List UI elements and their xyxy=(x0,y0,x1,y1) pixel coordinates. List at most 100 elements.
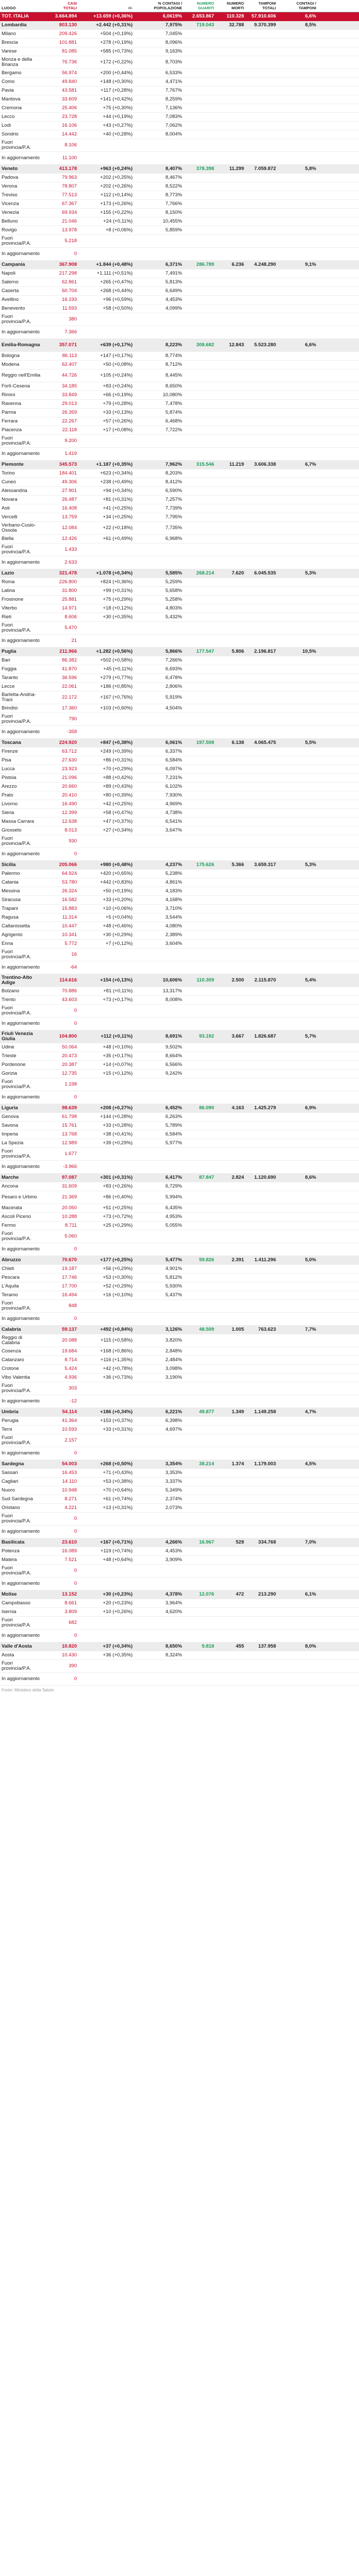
cases-cell: 62.861 xyxy=(42,278,78,287)
ratio-cell xyxy=(278,1486,318,1495)
swabs-cell xyxy=(246,130,278,139)
region-row: Veneto 413.178 +963 (+0,24%) 8,407% 378.398 1… xyxy=(0,164,359,174)
cases-cell: 20.088 xyxy=(42,1334,78,1347)
delta-cell: +167 (+0,76%) xyxy=(78,691,134,704)
cases-cell: 211.966 xyxy=(42,647,78,656)
ratio-cell: 9,1% xyxy=(278,260,318,269)
place-cell: Teramo xyxy=(0,1291,42,1300)
swabs-cell xyxy=(246,1312,278,1326)
pct-cell: 6,584% xyxy=(134,1130,184,1139)
pct-cell: 8,259% xyxy=(134,95,184,104)
spacer-cell xyxy=(318,295,359,304)
recovered-cell xyxy=(184,69,216,78)
ratio-cell xyxy=(278,1477,318,1486)
swabs-cell xyxy=(246,1495,278,1504)
delta-cell: +200 (+0,44%) xyxy=(78,69,134,78)
place-cell: Ferrara xyxy=(0,417,42,426)
cases-cell: 357.071 xyxy=(42,338,78,352)
deaths-cell: 1.005 xyxy=(216,1325,246,1334)
swabs-cell xyxy=(246,595,278,604)
spacer-cell xyxy=(318,313,359,326)
spacer-cell xyxy=(318,835,359,848)
delta-cell: +13.659 (+0,36%) xyxy=(78,12,134,21)
table-row: In aggiornamento 0 xyxy=(0,1091,359,1104)
ratio-cell xyxy=(278,904,318,913)
pct-cell: 5,977% xyxy=(134,1139,184,1148)
ratio-cell xyxy=(278,621,318,635)
swabs-cell xyxy=(246,1525,278,1538)
delta-cell: +112 (+0,14%) xyxy=(78,191,134,200)
recovered-cell: 315.546 xyxy=(184,460,216,469)
delta-cell: +10 (+0,06%) xyxy=(78,904,134,913)
spacer-cell xyxy=(318,1651,359,1660)
ratio-cell xyxy=(278,765,318,774)
swabs-cell xyxy=(246,756,278,765)
delta-cell: +41 (+0,25%) xyxy=(78,504,134,513)
swabs-cell xyxy=(246,604,278,613)
table-row: Genova 61.798 +144 (+0,28%) 6,263% xyxy=(0,1112,359,1122)
pct-cell: 5,812% xyxy=(134,1273,184,1282)
place-cell: Arezzo xyxy=(0,782,42,791)
place-cell: Fuori provincia/P.A. xyxy=(0,1434,42,1447)
swabs-cell xyxy=(246,447,278,461)
recovered-cell: 286.789 xyxy=(184,260,216,269)
delta-cell: +33 (+0,31%) xyxy=(78,1425,134,1434)
ratio-cell xyxy=(278,1355,318,1365)
delta-cell: +147 (+0,17%) xyxy=(78,351,134,361)
deaths-cell xyxy=(216,295,246,304)
table-row: Caserta 60.704 +268 (+0,44%) 6,649% xyxy=(0,286,359,296)
region-row: Campania 367.908 +1.844 (+0,48%) 6,371% 286.… xyxy=(0,260,359,269)
ratio-cell xyxy=(278,469,318,478)
pct-cell: 4,080% xyxy=(134,922,184,931)
deaths-cell xyxy=(216,382,246,391)
header-delta: +/- xyxy=(78,0,134,12)
recovered-cell xyxy=(184,360,216,369)
table-row: In aggiornamento 0 xyxy=(0,1525,359,1538)
ratio-cell xyxy=(278,586,318,596)
pct-cell: 7,257% xyxy=(134,495,184,504)
spacer-cell xyxy=(318,21,359,30)
delta-cell xyxy=(78,1512,134,1526)
cases-cell: 3.664.894 xyxy=(42,12,78,21)
place-cell: In aggiornamento xyxy=(0,1160,42,1174)
ratio-cell: 6,7% xyxy=(278,460,318,469)
recovered-cell: 175.626 xyxy=(184,860,216,870)
table-row: Fuori provincia/P.A. 390 xyxy=(0,1659,359,1673)
place-cell: Fuori provincia/P.A. xyxy=(0,1564,42,1578)
delta-cell: +238 (+0,49%) xyxy=(78,478,134,487)
pct-cell xyxy=(134,1299,184,1313)
pct-cell: 4,697% xyxy=(134,1425,184,1434)
deaths-cell xyxy=(216,173,246,182)
cases-cell: 64.924 xyxy=(42,869,78,878)
ratio-cell xyxy=(278,704,318,713)
deaths-cell xyxy=(216,1334,246,1347)
swabs-cell xyxy=(246,29,278,39)
table-row: Enna 5.772 +7 (+0,12%) 3,604% xyxy=(0,939,359,948)
delta-cell: +33 (+0,20%) xyxy=(78,895,134,905)
cases-cell: 78.807 xyxy=(42,182,78,191)
ratio-cell xyxy=(278,247,318,261)
cases-cell: 63.712 xyxy=(42,747,78,756)
recovered-cell xyxy=(184,434,216,448)
table-row: Pesaro e Urbino 21.369 +86 (+0,40%) 5,994% xyxy=(0,1191,359,1204)
cases-cell: 10.430 xyxy=(42,1651,78,1660)
ratio-cell xyxy=(278,1447,318,1460)
cases-cell: 13.768 xyxy=(42,1130,78,1139)
recovered-cell xyxy=(184,1347,216,1356)
swabs-cell xyxy=(246,408,278,417)
swabs-cell xyxy=(246,634,278,648)
spacer-cell xyxy=(318,1555,359,1565)
spacer-cell xyxy=(318,513,359,522)
table-row: In aggiornamento 0 xyxy=(0,1672,359,1686)
spacer-cell xyxy=(318,151,359,165)
delta-cell: +963 (+0,24%) xyxy=(78,164,134,174)
recovered-cell xyxy=(184,139,216,152)
table-row: Vercelli 13.759 +34 (+0,25%) 7,795% xyxy=(0,513,359,522)
region-row: Friuli Venezia Giulia 104.800 +112 (+0,11%… xyxy=(0,1030,359,1043)
spacer-cell xyxy=(318,38,359,47)
pct-cell: 5,658% xyxy=(134,586,184,596)
deaths-cell: 12.843 xyxy=(216,338,246,352)
spacer-cell xyxy=(318,1642,359,1651)
delta-cell xyxy=(78,1395,134,1408)
pct-cell: 8,445% xyxy=(134,369,184,382)
